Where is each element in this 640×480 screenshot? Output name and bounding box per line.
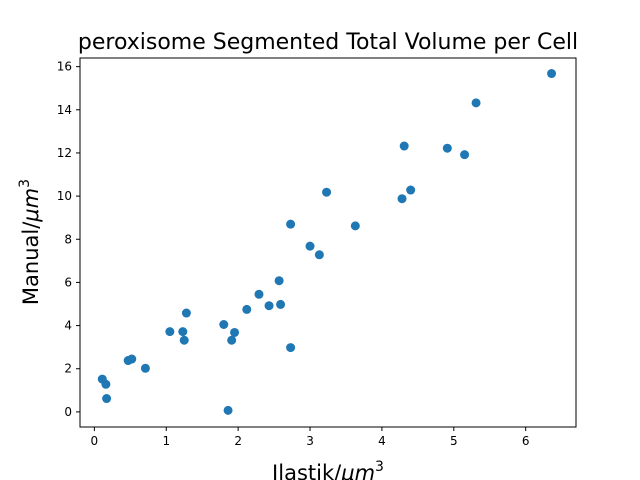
x-axis-label: Ilastik/μm3	[272, 459, 384, 480]
data-point	[101, 379, 111, 389]
data-point	[178, 327, 188, 337]
data-point	[254, 289, 264, 299]
data-point	[223, 405, 233, 415]
y-tick-label: 16	[57, 60, 72, 74]
data-point	[274, 276, 284, 286]
plot-frame	[79, 57, 577, 428]
data-point	[399, 141, 409, 151]
data-point	[406, 185, 416, 195]
y-tick-label: 2	[64, 362, 72, 376]
data-point	[140, 363, 150, 373]
x-tick-label: 6	[522, 434, 530, 448]
data-point	[286, 219, 296, 229]
data-point	[165, 327, 175, 337]
x-tick-label: 5	[450, 434, 458, 448]
data-point	[286, 343, 296, 353]
y-tick-label: 10	[57, 189, 72, 203]
data-point	[442, 143, 452, 153]
data-point	[471, 98, 481, 108]
x-axis-ticks: 0 1 2 3 4 5 6	[91, 427, 530, 448]
x-tick-label: 4	[378, 434, 386, 448]
y-tick-label: 8	[64, 232, 72, 246]
data-point	[219, 320, 229, 329]
y-tick-label: 12	[57, 146, 72, 160]
y-axis-label: Manual/μm3	[17, 179, 43, 305]
data-point	[179, 335, 189, 345]
x-tick-label: 3	[306, 434, 314, 448]
y-tick-label: 14	[57, 103, 72, 117]
data-point	[230, 327, 240, 337]
data-points	[97, 69, 557, 415]
data-point	[305, 241, 315, 251]
data-point	[547, 69, 557, 79]
chart-title: peroxisome Segmented Total Volume per Ce…	[78, 30, 578, 55]
y-tick-label: 0	[64, 405, 72, 419]
data-point	[460, 150, 470, 160]
data-point	[397, 194, 407, 204]
data-point	[314, 250, 324, 260]
data-point	[322, 187, 332, 197]
x-tick-label: 0	[91, 434, 99, 448]
x-tick-label: 2	[234, 434, 242, 448]
plot-area	[79, 57, 577, 428]
data-point	[350, 221, 360, 231]
y-tick-label: 6	[64, 275, 72, 289]
x-tick-label: 1	[162, 434, 170, 448]
data-point	[127, 354, 137, 364]
data-point	[181, 308, 191, 318]
y-axis-ticks: 0 2 4 6 8 10 12 14 16	[57, 60, 80, 419]
data-point	[242, 304, 252, 314]
data-point	[227, 335, 237, 345]
data-point	[264, 301, 274, 311]
y-tick-label: 4	[64, 319, 72, 333]
data-point	[276, 299, 286, 309]
data-point	[102, 394, 112, 404]
